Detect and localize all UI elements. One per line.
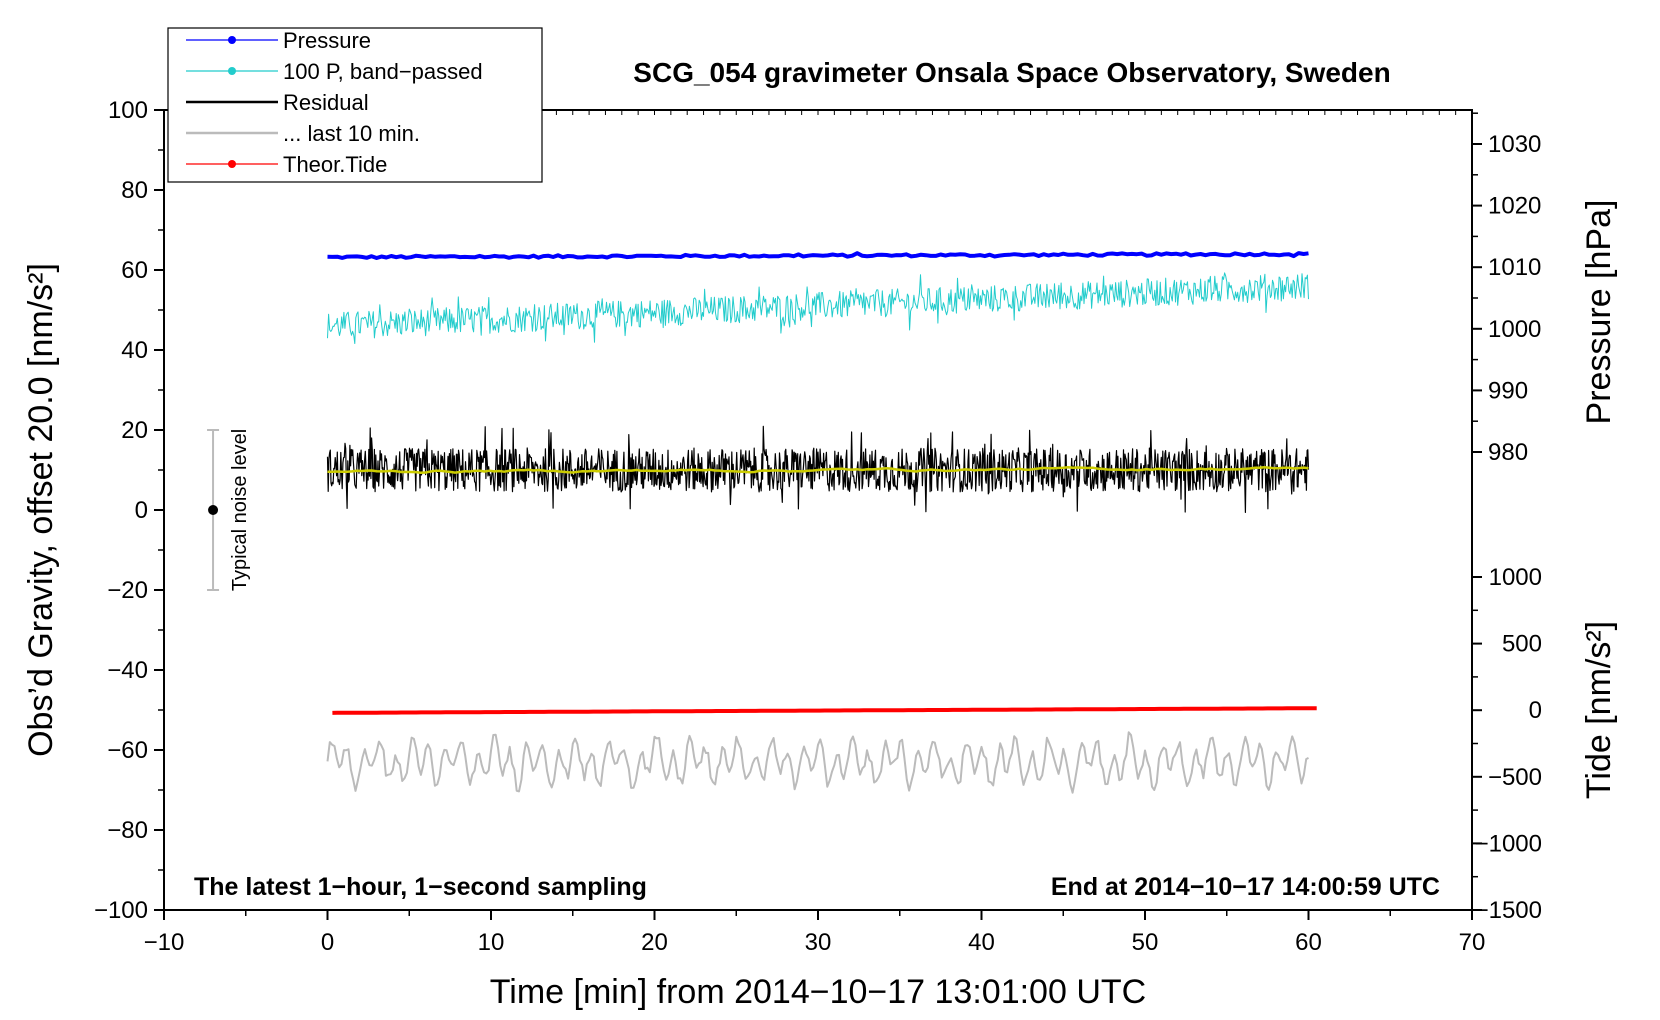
y-tide-tick-label-3: −500 — [1488, 764, 1542, 791]
legend-label-3: ... last 10 min. — [283, 121, 420, 146]
y-left-tick-label-3: 40 — [121, 337, 148, 364]
y-pressure-axis-ticks: 1030 1020 1010 1000 990 980 — [1472, 112, 1541, 466]
y-pressure-tick-label-3: 1000 — [1488, 316, 1541, 343]
y-tide-axis-ticks: 1000 500 0 −500 −1000 −1500 — [1472, 564, 1542, 924]
y-left-tick-label-6: −20 — [107, 577, 148, 604]
legend-label-4: Theor.Tide — [283, 152, 387, 177]
series-last-10-min — [326, 731, 1309, 794]
noise-label: Typical noise level — [229, 429, 251, 591]
legend-box — [167, 27, 543, 183]
series-pressure — [327, 251, 1309, 260]
series-theor-tide — [332, 706, 1317, 715]
x-tick-label-3: 20 — [641, 929, 668, 956]
y-pressure-axis-title: Pressure [hPa] — [1580, 200, 1618, 425]
y-tide-tick-label-0: 1000 — [1489, 564, 1542, 591]
legend-label-1: 100 P, band−passed — [283, 59, 483, 84]
y-pressure-tick-label-2: 1010 — [1488, 254, 1541, 281]
chart-title: SCG_054 gravimeter Onsala Space Observat… — [633, 57, 1390, 88]
series-residual — [326, 425, 1310, 514]
legend-marker-4 — [228, 160, 236, 168]
y-pressure-tick-label-1: 1020 — [1488, 193, 1541, 220]
legend-items: Pressure 100 P, band−passed Residual ... la… — [186, 28, 483, 177]
x-axis-ticks: −10 0 10 20 30 40 50 60 70 — [144, 910, 1486, 956]
legend-label-2: Residual — [283, 90, 369, 115]
x-tick-label-5: 40 — [968, 929, 995, 956]
series-layer — [326, 251, 1317, 794]
y-tide-tick-label-2: 0 — [1529, 697, 1542, 724]
annotation-end-time: End at 2014−10−17 14:00:59 UTC — [1051, 873, 1440, 901]
y-left-tick-label-1: 80 — [121, 177, 148, 204]
y-left-axis-ticks: 100 80 60 40 20 0 −20 −40 −60 −80 −100 — [94, 97, 164, 924]
y-tide-tick-label-5: −1500 — [1475, 897, 1542, 924]
y-tide-axis-title: Tide [nm/s²] — [1580, 621, 1618, 799]
y-tide-tick-label-1: 500 — [1502, 631, 1542, 658]
legend-label-0: Pressure — [283, 28, 371, 53]
y-left-axis-title: Obs’d Gravity, offset 20.0 [nm/s²] — [22, 263, 60, 757]
legend-marker-0 — [228, 36, 236, 44]
noise-level-indicator: Typical noise level — [207, 429, 251, 591]
series-residual-smoothed — [327, 465, 1309, 474]
annotation-sampling: The latest 1−hour, 1−second sampling — [194, 873, 647, 901]
x-tick-label-2: 10 — [478, 929, 505, 956]
y-pressure-tick-label-4: 990 — [1488, 377, 1528, 404]
y-left-tick-label-2: 60 — [121, 257, 148, 284]
noise-bar-center-dot — [208, 505, 219, 515]
y-tide-tick-label-4: −1000 — [1475, 830, 1542, 857]
x-tick-label-7: 60 — [1295, 929, 1322, 956]
x-tick-label-8: 70 — [1459, 929, 1486, 956]
series-100-p-band-passed — [327, 272, 1309, 344]
x-tick-label-0: −10 — [144, 929, 185, 956]
x-tick-label-4: 30 — [805, 929, 832, 956]
y-left-tick-label-4: 20 — [121, 417, 148, 444]
y-left-tick-label-7: −40 — [107, 657, 148, 684]
y-pressure-tick-label-0: 1030 — [1488, 131, 1541, 158]
legend-marker-1 — [228, 67, 236, 75]
y-left-tick-label-5: 0 — [135, 497, 148, 524]
y-left-tick-label-10: −100 — [94, 897, 148, 924]
y-left-tick-label-9: −80 — [107, 817, 148, 844]
x-tick-label-1: 0 — [321, 929, 334, 956]
x-tick-label-6: 50 — [1132, 929, 1159, 956]
legend: Pressure 100 P, band−passed Residual ... la… — [167, 27, 543, 183]
y-pressure-tick-label-5: 980 — [1488, 439, 1528, 466]
x-axis-title: Time [min] from 2014−10−17 13:01:00 UTC — [490, 973, 1146, 1011]
y-left-tick-label-0: 100 — [108, 97, 148, 124]
y-left-tick-label-8: −60 — [107, 737, 148, 764]
